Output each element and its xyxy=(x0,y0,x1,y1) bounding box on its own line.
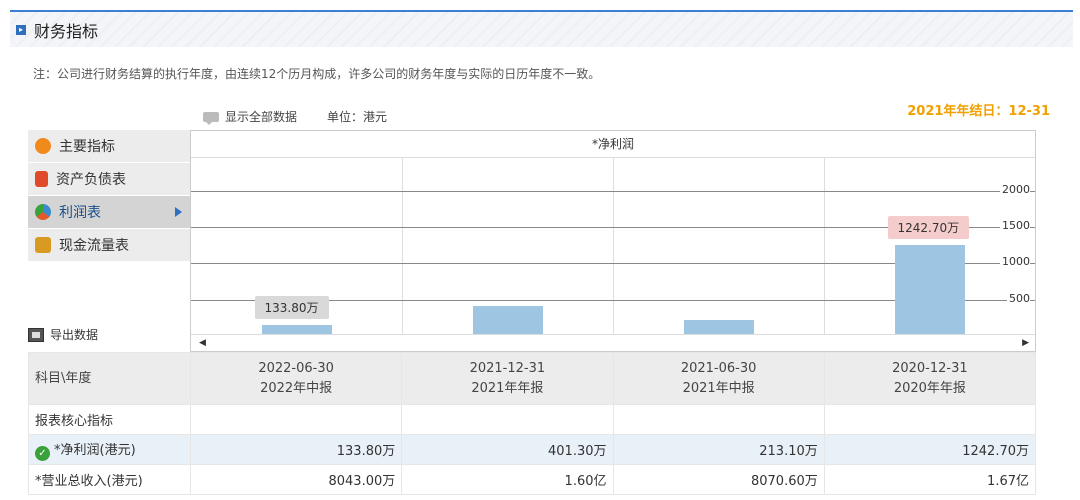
y-tick-label: 1500 xyxy=(1000,219,1030,233)
sidebar-item-balance-sheet[interactable]: 资产负债表 xyxy=(28,163,190,196)
column-date: 2020-12-31 xyxy=(892,360,968,376)
pie-chart-icon xyxy=(35,204,51,220)
bar[interactable] xyxy=(261,325,332,335)
column-report: 2021年年报 xyxy=(471,380,544,396)
corner-header: 科目\年度 xyxy=(28,352,191,405)
fiscal-year-note: 注：公司进行财务结算的执行年度，由连续12个历月构成，许多公司的财务年度与实际的… xyxy=(33,67,601,81)
bar[interactable] xyxy=(472,305,543,335)
net-profit-chart: *净利润 500 1000 1500 2000 133.80万 1242.70万 ◀ ▶ xyxy=(190,130,1036,352)
table-header-row: 科目\年度 2022-06-30 2022年中报 2021-12-31 2021年年… xyxy=(28,352,1037,405)
export-data-button[interactable]: 导出数据 xyxy=(28,326,98,343)
column-header: 2021-12-31 2021年年报 xyxy=(401,352,614,405)
coins-icon xyxy=(35,237,51,253)
gear-icon xyxy=(35,138,51,154)
table-cell: 133.80万 xyxy=(189,434,403,465)
section-label: 报表核心指标 xyxy=(28,404,191,435)
column-header: 2020-12-31 2020年年报 xyxy=(823,352,1037,405)
column-date: 2022-06-30 xyxy=(258,360,334,376)
sidebar-item-label: 利润表 xyxy=(59,205,101,221)
sidebar: 主要指标 资产负债表 利润表 现金流量表 xyxy=(28,130,190,262)
column-report: 2020年年报 xyxy=(893,380,966,396)
sidebar-item-main-indicators[interactable]: 主要指标 xyxy=(28,130,190,163)
sidebar-item-income-statement[interactable]: 利润表 xyxy=(28,196,190,229)
y-tick-label: 1000 xyxy=(1000,255,1030,269)
chart-title: *净利润 xyxy=(591,137,634,151)
table-row[interactable]: *营业总收入(港元) 8043.00万 1.60亿 8070.60万 1.67亿 xyxy=(28,464,1037,495)
unit-label: 单位：港元 xyxy=(327,110,388,124)
horizontal-gridline xyxy=(191,227,1035,229)
table-cell: 1.67亿 xyxy=(823,464,1037,495)
table-cell: 8043.00万 xyxy=(189,464,403,495)
table-row[interactable]: ✓ *净利润(港元) 133.80万 401.30万 213.10万 1242.7… xyxy=(28,434,1037,465)
show-all-label: 显示全部数据 xyxy=(225,110,298,124)
vertical-gridline xyxy=(824,158,825,336)
table-cell: 401.30万 xyxy=(401,434,614,465)
financial-table: 科目\年度 2022-06-30 2022年中报 2021-12-31 2021年年… xyxy=(28,352,1037,495)
arrow-right-square-icon: ▸ xyxy=(16,24,26,35)
chart-scrollbar[interactable]: ◀ ▶ xyxy=(191,334,1035,351)
document-icon xyxy=(35,171,48,187)
comment-icon xyxy=(203,111,219,125)
scroll-left-icon[interactable]: ◀ xyxy=(199,338,206,348)
column-date: 2021-12-31 xyxy=(469,360,546,376)
vertical-gridline xyxy=(402,158,403,336)
scroll-right-icon[interactable]: ▶ xyxy=(1022,338,1029,348)
section-title: 财务指标 xyxy=(34,21,99,41)
table-cell: 8070.60万 xyxy=(612,464,825,495)
section-row: 报表核心指标 xyxy=(28,404,1037,435)
column-report: 2021年中报 xyxy=(682,380,755,396)
data-label: 133.80万 xyxy=(254,296,329,320)
sidebar-item-cash-flow[interactable]: 现金流量表 xyxy=(28,229,190,262)
bar[interactable] xyxy=(683,319,754,335)
export-label: 导出数据 xyxy=(50,328,99,342)
horizontal-gridline xyxy=(191,263,1035,265)
sidebar-item-label: 现金流量表 xyxy=(59,238,129,254)
table-cell: 1242.70万 xyxy=(823,434,1037,465)
column-header: 2021-06-30 2021年中报 xyxy=(612,352,825,405)
row-label: ✓ *净利润(港元) xyxy=(28,434,191,465)
y-tick-label: 2000 xyxy=(1000,182,1030,196)
section-header: ▸ 财务指标 xyxy=(10,10,1073,47)
row-label: *营业总收入(港元) xyxy=(28,464,191,495)
bar[interactable] xyxy=(894,244,965,335)
sidebar-item-label: 资产负债表 xyxy=(56,172,126,188)
plot-area: 500 1000 1500 2000 133.80万 1242.70万 xyxy=(191,157,1035,336)
column-header: 2022-06-30 2022年中报 xyxy=(189,352,403,405)
chevron-right-icon xyxy=(175,207,182,217)
column-date: 2021-06-30 xyxy=(680,360,757,376)
year-end-date: 2021年年结日：12-31 xyxy=(907,104,1050,119)
sidebar-item-label: 主要指标 xyxy=(59,139,115,155)
table-cell: 213.10万 xyxy=(612,434,825,465)
column-report: 2022年中报 xyxy=(260,380,333,396)
data-label: 1242.70万 xyxy=(887,215,970,239)
horizontal-gridline xyxy=(191,190,1035,192)
check-icon: ✓ xyxy=(35,445,50,461)
horizontal-gridline xyxy=(191,299,1035,301)
export-icon xyxy=(28,327,44,342)
y-tick-label: 500 xyxy=(1007,291,1030,305)
vertical-gridline xyxy=(613,158,614,336)
table-cell: 1.60亿 xyxy=(401,464,614,495)
show-all-data-toggle[interactable]: 显示全部数据 单位：港元 xyxy=(203,108,387,125)
